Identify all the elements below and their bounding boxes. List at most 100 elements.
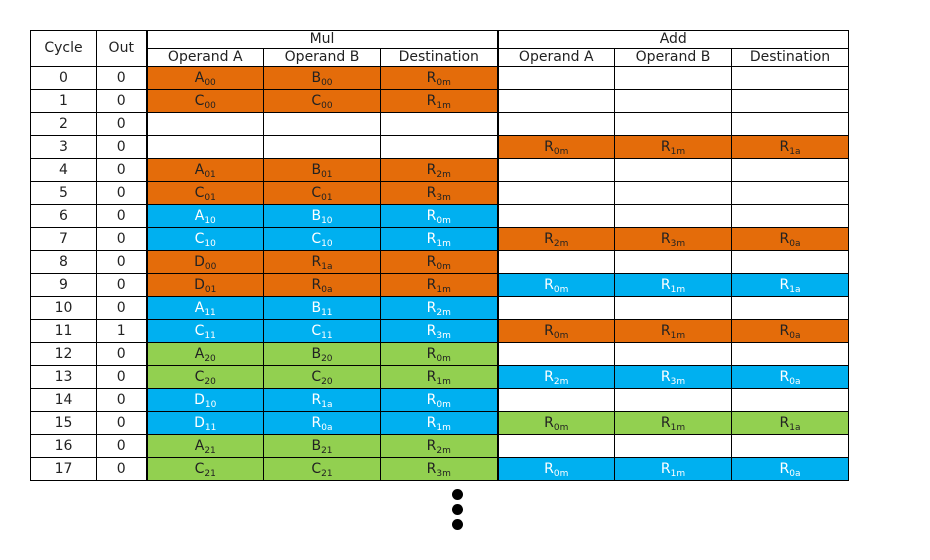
mul-cell: A10 <box>145 204 264 228</box>
operand-name: D <box>194 414 205 431</box>
out-cell: 1 <box>96 319 147 343</box>
operand-name: R <box>660 276 671 293</box>
operand-subscript: 0a <box>789 330 801 341</box>
mul-cell: R1m <box>380 227 498 251</box>
mul-cell: B11 <box>263 296 381 320</box>
operand-subscript: 10 <box>204 238 216 249</box>
operand-subscript: 0a <box>789 468 801 479</box>
mul-cell: B01 <box>263 158 381 182</box>
add-cell: R0m <box>496 411 615 435</box>
cycle-cell: 14 <box>30 388 97 412</box>
mul-cell: A21 <box>145 434 264 458</box>
cycle-cell: 1 <box>30 89 97 113</box>
operand-name: C <box>311 230 322 247</box>
add-cell <box>614 66 732 90</box>
operand-name: R <box>426 345 437 362</box>
mul-cell: B20 <box>263 342 381 366</box>
operand-subscript: 3m <box>436 468 451 479</box>
add-cell <box>731 342 849 366</box>
out-cell: 0 <box>96 89 147 113</box>
operand-subscript: 1m <box>436 422 451 433</box>
mul-cell: R1m <box>380 89 498 113</box>
operand-subscript: 21 <box>204 445 216 456</box>
add-cell: R0a <box>731 365 849 389</box>
out-cell: 0 <box>96 66 147 90</box>
mul-cell <box>145 112 264 136</box>
out-cell: 0 <box>96 411 147 435</box>
operand-subscript: 3m <box>436 192 451 203</box>
operand-name: R <box>426 368 437 385</box>
mul-cell <box>263 135 381 159</box>
mul-cell: R0m <box>380 388 498 412</box>
operand-subscript: 1m <box>670 330 686 341</box>
mul-cell: C10 <box>145 227 264 251</box>
mul-cell: R1m <box>380 365 498 389</box>
mul-cell: C21 <box>145 457 264 481</box>
out-cell: 0 <box>96 273 147 297</box>
mul-cell: C01 <box>263 181 381 205</box>
mul-cell: D10 <box>145 388 264 412</box>
operand-name: A <box>194 299 205 316</box>
add-cell: R1m <box>614 135 732 159</box>
table-row: 9 0 D01 R0a R1m R0m R1m R1a <box>30 273 849 297</box>
operand-name: A <box>194 161 205 178</box>
mul-cell: R3m <box>380 319 498 343</box>
add-cell: R0m <box>496 135 615 159</box>
operand-subscript: 2m <box>436 169 451 180</box>
add-header: Add <box>496 30 849 49</box>
add-cell <box>731 89 849 113</box>
add-cell <box>496 112 615 136</box>
mul-cell: B21 <box>263 434 381 458</box>
operand-subscript: 20 <box>204 376 216 387</box>
operand-name: B <box>311 299 322 316</box>
operand-subscript: 21 <box>204 468 216 479</box>
out-cell: 0 <box>96 250 147 274</box>
mul-cell: A11 <box>145 296 264 320</box>
cycle-cell: 2 <box>30 112 97 136</box>
operand-name: R <box>426 184 437 201</box>
operand-subscript: 00 <box>204 100 216 111</box>
operand-subscript: 1a <box>321 261 333 272</box>
operand-name: R <box>426 299 437 316</box>
add-cell <box>496 204 615 228</box>
add-cell <box>731 66 849 90</box>
operand-subscript: 1m <box>670 146 686 157</box>
mul-cell: D01 <box>145 273 264 297</box>
operand-subscript: 11 <box>204 307 216 318</box>
mul-cell <box>263 112 381 136</box>
cycle-cell: 16 <box>30 434 97 458</box>
add-cell: R1m <box>614 457 732 481</box>
mul-cell <box>145 135 264 159</box>
add-cell <box>496 89 615 113</box>
add-cell <box>496 342 615 366</box>
add-cell: R0a <box>731 457 849 481</box>
operand-name: R <box>426 437 437 454</box>
add-cell <box>731 388 849 412</box>
operand-subscript: 1a <box>321 399 333 410</box>
operand-subscript: 0m <box>436 215 451 226</box>
operand-name: C <box>194 368 205 385</box>
operand-name: C <box>194 92 205 109</box>
operand-subscript: 0a <box>789 376 801 387</box>
operand-name: R <box>544 322 554 339</box>
operand-subscript: 0m <box>436 77 451 88</box>
operand-name: C <box>311 322 322 339</box>
operand-subscript: 1m <box>436 100 451 111</box>
mul-cell: D11 <box>145 411 264 435</box>
add-cell <box>614 388 732 412</box>
operand-subscript: 0a <box>789 238 801 249</box>
operand-subscript: 2m <box>553 376 569 387</box>
mul-cell: A01 <box>145 158 264 182</box>
out-header: Out <box>96 30 147 67</box>
add-cell: R3m <box>614 227 732 251</box>
operand-name: R <box>660 414 671 431</box>
add-cell: R1m <box>614 411 732 435</box>
operand-name: B <box>311 207 322 224</box>
mul-cell: R1a <box>263 388 381 412</box>
operand-subscript: 11 <box>321 330 333 341</box>
operand-subscript: 0m <box>553 422 569 433</box>
operand-subscript: 01 <box>204 192 216 203</box>
operand-subscript: 01 <box>321 169 333 180</box>
table-row: 12 0 A20 B20 R0m <box>30 342 849 366</box>
mul-cell: C20 <box>145 365 264 389</box>
